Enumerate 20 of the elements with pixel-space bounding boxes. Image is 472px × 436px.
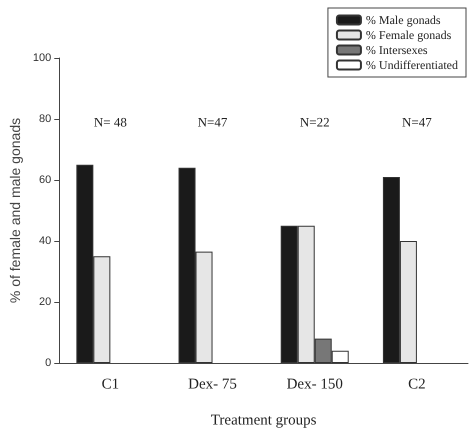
annotation: N= 48 bbox=[94, 114, 127, 130]
y-tick-label: 0 bbox=[45, 357, 52, 369]
legend-label: % Undifferentiated bbox=[366, 58, 458, 72]
legend-label: % Male gonads bbox=[366, 13, 441, 27]
annotation: N=47 bbox=[198, 114, 228, 130]
y-axis-title: % of female and male gonads bbox=[7, 118, 23, 304]
legend-label: % Female gonads bbox=[366, 28, 452, 42]
legend-label: % Intersexes bbox=[366, 43, 428, 57]
y-tick-label: 80 bbox=[39, 113, 52, 125]
y-tick-label: 100 bbox=[32, 52, 52, 64]
y-tick-label: 60 bbox=[39, 174, 52, 186]
x-tick-label: Dex- 75 bbox=[188, 376, 237, 392]
annotation: N=47 bbox=[402, 114, 432, 130]
x-tick-label: Dex- 150 bbox=[286, 376, 343, 392]
x-tick-label: C1 bbox=[102, 376, 120, 392]
x-axis-title: Treatment groups bbox=[210, 412, 317, 428]
y-tick-label: 20 bbox=[39, 296, 52, 308]
x-tick-label: C2 bbox=[408, 376, 426, 392]
annotation: N=22 bbox=[300, 114, 330, 130]
y-tick-label: 40 bbox=[39, 235, 52, 247]
